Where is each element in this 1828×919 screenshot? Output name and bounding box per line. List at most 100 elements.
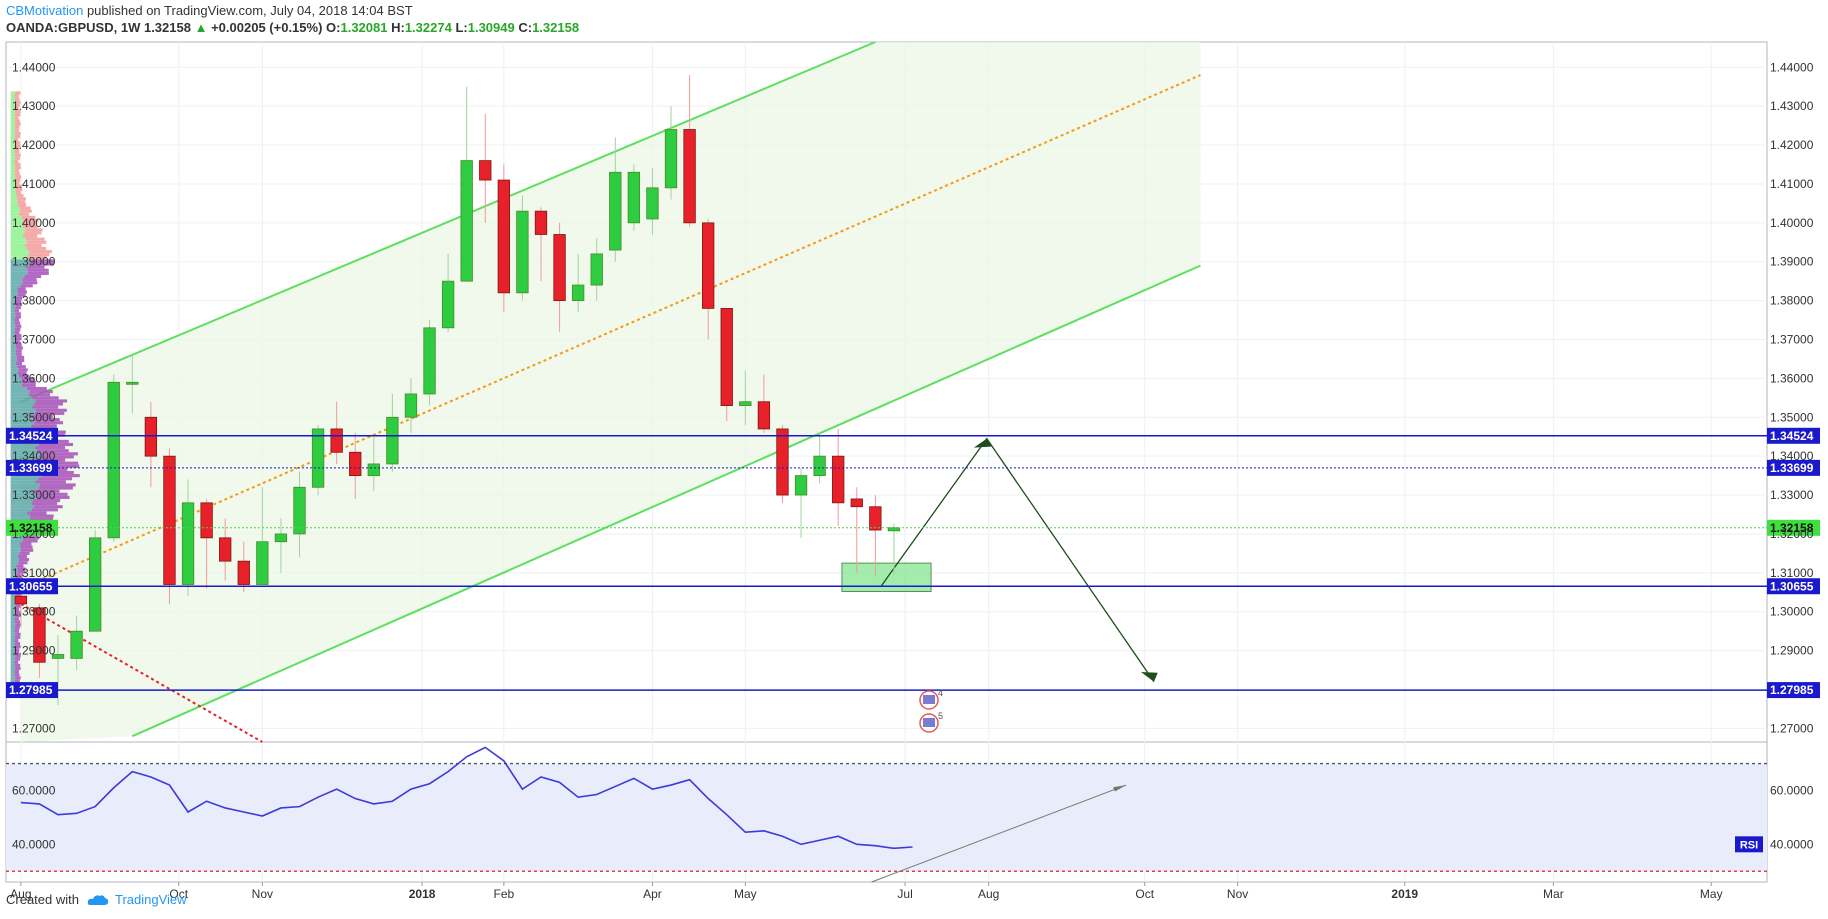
profile-bar-outer [14, 321, 21, 325]
profile-bar-inner [10, 212, 19, 216]
profile-bar-inner [10, 411, 35, 415]
channel-upper-line [20, 41, 876, 403]
profile-bar-outer [15, 122, 21, 126]
rsi-tick-left: 40.0000 [12, 837, 56, 851]
candle-body [590, 253, 603, 286]
high-label: H: [391, 20, 405, 35]
profile-bar-outer [14, 116, 19, 120]
profile-bar-inner [10, 545, 21, 549]
profile-bar-inner [10, 564, 17, 568]
publish-info: CBMotivation published on TradingView.co… [6, 3, 413, 18]
y-tick-label-left: 1.31000 [12, 566, 56, 580]
profile-bar-inner [10, 175, 16, 179]
x-tick-label: Aug [10, 887, 31, 901]
profile-bar-inner [10, 477, 39, 481]
tradingview-link[interactable]: TradingView [114, 892, 187, 907]
level-tag-left-text: 1.34524 [9, 429, 53, 443]
profile-bar-inner [10, 498, 33, 503]
profile-bar-outer [17, 203, 27, 207]
profile-bar-inner [10, 296, 16, 300]
profile-bar-inner [10, 327, 16, 331]
profile-bar-inner [10, 446, 36, 450]
profile-bar-inner [10, 181, 15, 185]
level-tag-right-text: 1.34524 [1770, 429, 1814, 443]
candle-body [237, 560, 250, 585]
profile-bar-outer [18, 561, 28, 565]
y-tick-label-right: 1.34000 [1770, 449, 1814, 463]
x-tick-label: 2018 [409, 887, 436, 901]
profile-bar-inner [10, 455, 40, 459]
y-tick-label-left: 1.29000 [12, 644, 56, 658]
profile-bar-inner [10, 362, 16, 366]
y-tick-label-left: 1.43000 [12, 99, 56, 113]
profile-bar-inner [10, 502, 32, 506]
candle-body [460, 160, 473, 282]
profile-bar-outer [19, 206, 31, 210]
profile-bar-inner [10, 147, 15, 151]
profile-bar-outer [38, 486, 73, 490]
level-tag-right [1767, 427, 1820, 444]
y-tick-label-right: 1.42000 [1770, 138, 1814, 152]
profile-bar-outer [29, 517, 53, 521]
profile-bar-outer [25, 265, 45, 269]
close-value: 1.32158 [532, 20, 580, 35]
current-price-tag-right-text: 1.32158 [1770, 521, 1814, 535]
profile-bar-outer [14, 651, 20, 655]
profile-bar-inner [10, 315, 16, 319]
profile-bar-outer [26, 246, 47, 251]
level-tag-right [1767, 459, 1820, 476]
profile-bar-outer [16, 358, 25, 363]
candle-body [107, 381, 120, 539]
profile-bar-outer [35, 446, 66, 450]
profile-bar-outer [18, 558, 30, 562]
candle-body [794, 475, 808, 496]
profile-bar-inner [10, 194, 17, 198]
profile-bar-outer [14, 181, 20, 185]
profile-bar-inner [10, 237, 26, 241]
profile-bar-inner [10, 352, 16, 356]
y-tick-label-left: 1.38000 [12, 294, 56, 308]
candle-body [497, 179, 510, 294]
rsi-line [20, 746, 913, 850]
profile-bar-inner [10, 259, 31, 263]
profile-bar-outer [15, 666, 21, 671]
profile-bar-outer [14, 150, 20, 154]
profile-bar-inner [10, 383, 22, 387]
profile-bar-outer [26, 240, 47, 244]
candle-body [646, 187, 659, 220]
candle-body [367, 463, 380, 477]
candle-body [51, 654, 65, 659]
profile-bar-outer [15, 676, 21, 680]
profile-bar-inner [10, 231, 25, 235]
x-tick-label: May [1700, 887, 1723, 901]
profile-bar-outer [31, 508, 58, 512]
profile-bar-inner [10, 306, 16, 310]
profile-bar-outer [31, 424, 57, 428]
profile-bar-inner [10, 250, 30, 254]
profile-bar-outer [15, 654, 21, 658]
event-count-4: 4 [938, 688, 943, 698]
profile-bar-outer [41, 461, 79, 465]
profile-bar-inner [10, 138, 15, 142]
profile-bar-outer [14, 172, 20, 176]
event-markers: 4 5 [919, 688, 943, 733]
profile-bar-outer [27, 268, 49, 272]
author-link[interactable]: CBMotivation [6, 3, 84, 18]
profile-bar-outer [15, 306, 21, 310]
profile-bar-outer [20, 548, 34, 552]
profile-bar-outer [16, 355, 25, 359]
profile-bar-inner [10, 380, 23, 384]
profile-bar-inner [10, 218, 24, 223]
profile-bar-inner [10, 660, 15, 664]
profile-bar-outer [30, 514, 54, 518]
profile-bar-outer [15, 352, 22, 356]
profile-bar-inner [10, 293, 18, 297]
y-tick-label-right: 1.33000 [1770, 488, 1814, 502]
profile-bar-inner [10, 215, 22, 219]
profile-bar-outer [20, 545, 33, 549]
profile-bar-inner [10, 243, 25, 247]
profile-bar-outer [23, 536, 40, 540]
level-tag-left-text: 1.27985 [9, 683, 53, 697]
profile-bar-outer [36, 492, 68, 496]
